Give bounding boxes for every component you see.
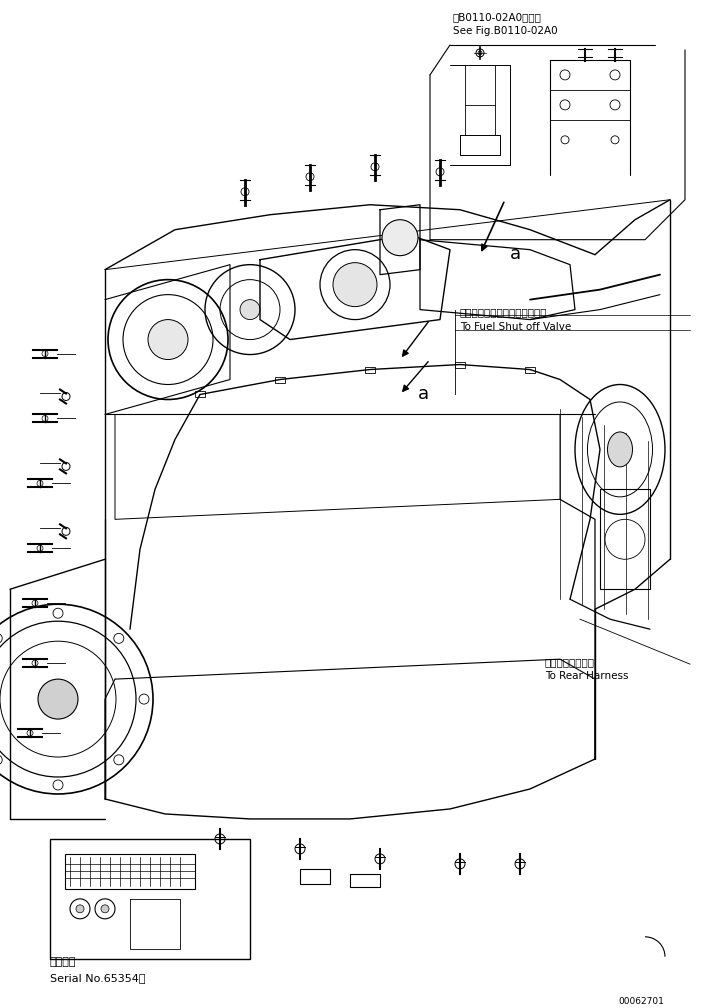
Circle shape <box>101 905 109 913</box>
Bar <box>50 839 250 959</box>
Bar <box>365 367 375 373</box>
Ellipse shape <box>607 432 633 467</box>
Circle shape <box>240 299 260 320</box>
Text: Serial No.65354～: Serial No.65354～ <box>50 973 146 983</box>
Circle shape <box>38 679 78 719</box>
Text: To Fuel Shut off Valve: To Fuel Shut off Valve <box>460 322 571 332</box>
Text: a: a <box>418 384 429 402</box>
Text: 第B0110-02A0図参照: 第B0110-02A0図参照 <box>453 12 542 22</box>
Bar <box>65 854 195 889</box>
Bar <box>455 362 465 368</box>
Circle shape <box>148 320 188 360</box>
Circle shape <box>382 220 418 256</box>
Text: フゥエルシャットオフバルブへ: フゥエルシャットオフバルブへ <box>460 307 547 318</box>
Circle shape <box>76 905 84 913</box>
Circle shape <box>478 51 482 54</box>
Text: 00062701: 00062701 <box>618 997 664 1006</box>
Circle shape <box>333 263 377 306</box>
Text: To Rear Harness: To Rear Harness <box>545 671 629 681</box>
Bar <box>525 367 535 373</box>
Bar <box>275 377 285 382</box>
Bar <box>195 391 205 397</box>
Text: a: a <box>510 245 521 263</box>
Text: 適用号機: 適用号機 <box>50 957 76 967</box>
Text: See Fig.B0110-02A0: See Fig.B0110-02A0 <box>453 26 558 36</box>
Text: リヤーハーネスへ: リヤーハーネスへ <box>545 657 595 667</box>
